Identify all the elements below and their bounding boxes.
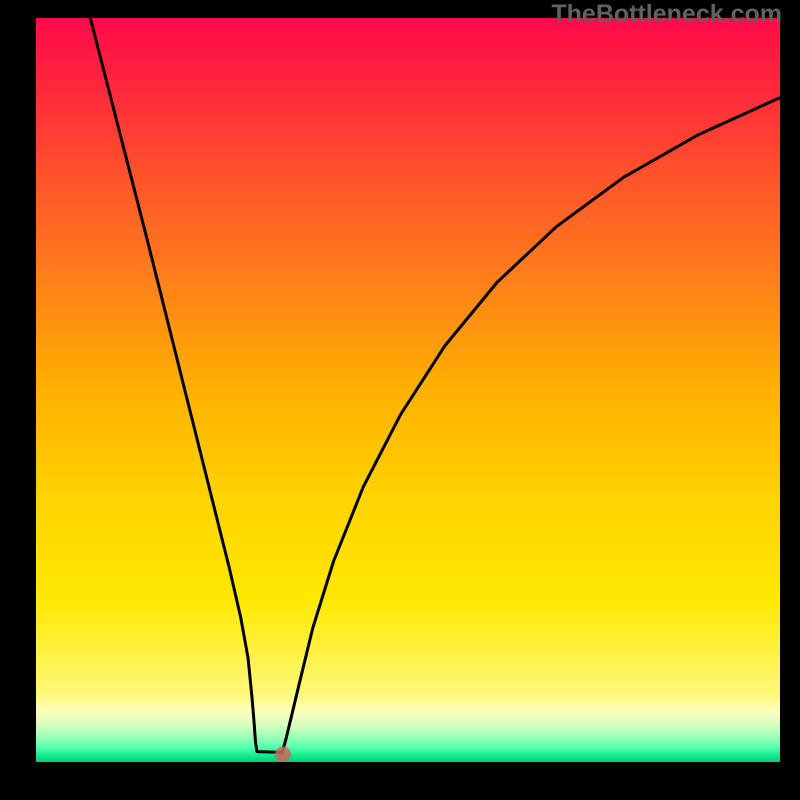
chart-svg [36, 18, 780, 762]
plot-area [36, 18, 780, 762]
watermark-text: TheBottleneck.com [551, 0, 782, 29]
optimum-marker [275, 747, 291, 762]
gradient-background [36, 18, 780, 762]
